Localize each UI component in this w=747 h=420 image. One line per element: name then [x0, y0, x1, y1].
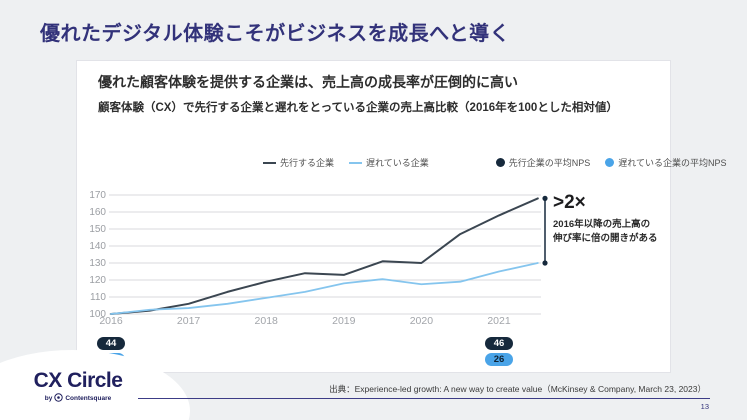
series-line-leaders [110, 197, 539, 315]
y-tick-label: 110 [90, 292, 106, 303]
y-tick-label: 130 [89, 258, 106, 269]
legend-item-1: 遅れている企業 [349, 156, 429, 169]
y-tick-label: 140 [89, 241, 106, 252]
x-tick-label: 2020 [410, 315, 434, 327]
contentsquare-icon [54, 393, 64, 404]
annotation-headline: >2× [553, 192, 586, 213]
logo-name: CX Circle [33, 369, 123, 392]
nps-badge-laggard-2021: 26 [485, 353, 513, 366]
panel-subheading: 顧客体験（CX）で先行する企業と遅れをとっている企業の売上高比較（2016年を1… [98, 102, 618, 114]
y-tick-label: 170 [89, 190, 106, 201]
line-chart: 100 110 120 130 140 150 160 170 2016 2017 2018 2019… [89, 190, 548, 327]
legend-item-2: 先行企業の平均NPS [495, 156, 591, 169]
growth-gap-annotation: >2× 2016年以降の売上高の 伸び率に倍の開きがある [553, 192, 658, 247]
legend-item-0: 先行する企業 [263, 156, 334, 169]
legend-label: 先行企業の平均NPS [508, 158, 591, 168]
x-tick-label: 2021 [487, 315, 511, 327]
legend-label: 遅れている企業の平均NPS [618, 158, 727, 168]
source-citation: 出典：Experience-led growth: A new way to c… [329, 384, 706, 394]
nps-badge-leader-2016: 44 [97, 337, 125, 350]
x-tick-label: 2017 [177, 315, 201, 327]
chart-legend: 先行する企業 遅れている企業 先行企業の平均NPS 遅れている企業の平均NPS [263, 156, 742, 169]
legend-swatch-dot [605, 158, 615, 167]
x-tick-label: 2019 [332, 315, 356, 327]
chart-panel: 優れた顧客体験を提供する企業は、売上高の成長率が圧倒的に高い 顧客体験（CX）で… [76, 60, 727, 373]
legend-label: 先行する企業 [280, 158, 335, 168]
cx-circle-logo: CX Circle by Contentsquare [16, 369, 140, 404]
legend-item-3: 遅れている企業の平均NPS [605, 156, 727, 169]
legend-swatch-line [263, 161, 276, 164]
nps-badge-leader-2021: 46 [485, 337, 513, 350]
slide-title: 優れたデジタル体験こそがビジネスを成長へと導く [40, 23, 511, 45]
logo-by-text: by [44, 395, 53, 403]
logo-byline: by Contentsquare [16, 393, 140, 404]
annotation-text-line2: 伸び率に倍の開きがある [553, 233, 658, 245]
annotation-text-line1: 2016年以降の売上高の [553, 219, 651, 230]
logo-company-text: Contentsquare [65, 395, 112, 403]
page-number: 13 [700, 402, 709, 411]
footer-divider-line [138, 398, 710, 399]
gap-bracket-bottom-dot [542, 260, 548, 266]
legend-swatch-dot [495, 158, 505, 167]
y-tick-label: 150 [89, 224, 106, 235]
series-line-laggards [110, 262, 539, 315]
x-tick-label: 2016 [99, 315, 123, 327]
y-tick-label: 160 [89, 207, 106, 218]
y-tick-label: 120 [89, 275, 106, 286]
legend-swatch-line [349, 161, 363, 164]
y-tick-label: 100 [89, 309, 106, 320]
gap-bracket-top-dot [542, 195, 548, 201]
legend-label: 遅れている企業 [366, 158, 429, 168]
x-tick-label: 2018 [255, 315, 279, 327]
panel-heading: 優れた顧客体験を提供する企業は、売上高の成長率が圧倒的に高い [98, 74, 518, 90]
